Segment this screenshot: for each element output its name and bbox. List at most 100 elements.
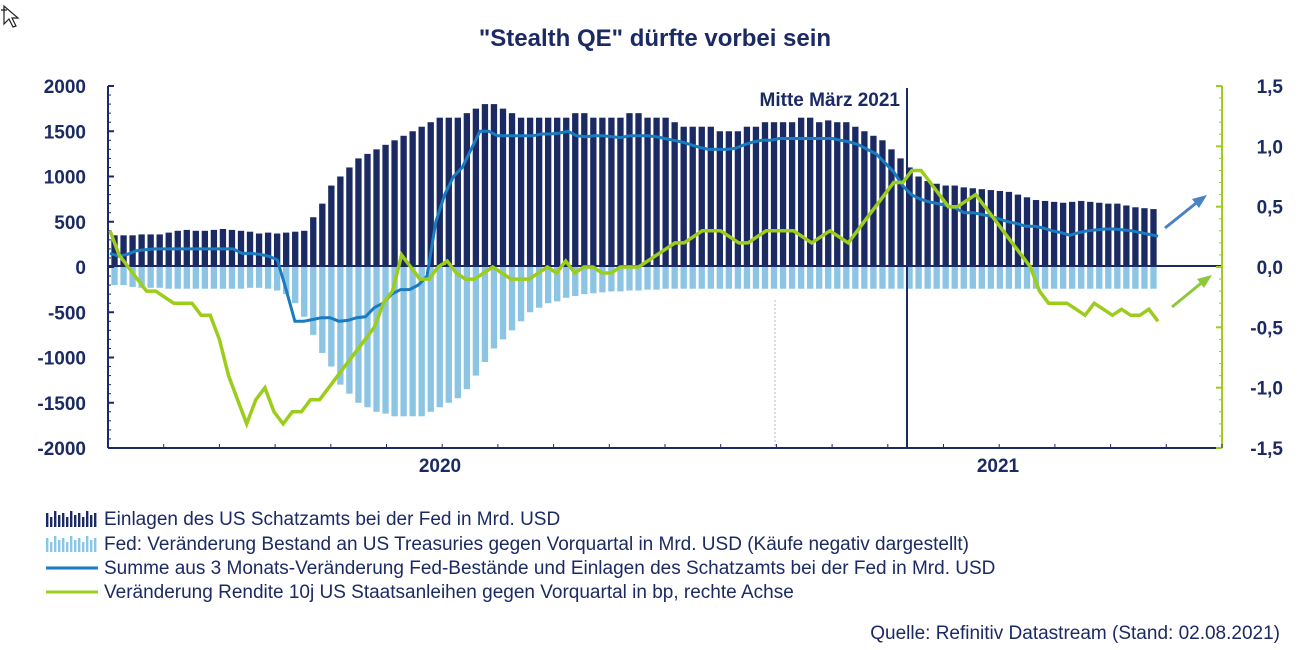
fed-change-bar xyxy=(508,267,516,331)
deposits-bar xyxy=(346,167,353,267)
deposits-bar xyxy=(788,122,796,267)
legend-icon-deposits-bars xyxy=(46,511,97,527)
fed-change-bar xyxy=(834,267,841,289)
fed-change-bar xyxy=(373,267,380,412)
deposits-bar xyxy=(644,117,651,268)
legend-bar-mark xyxy=(90,515,93,527)
deposits-bar xyxy=(725,131,733,267)
legend-bar-mark xyxy=(70,511,73,527)
deposits-bar xyxy=(337,176,344,267)
right-tick-label: 0,0 xyxy=(1257,258,1283,279)
mouse-cursor-icon xyxy=(1,4,20,28)
fed-change-bar xyxy=(436,267,443,408)
deposits-bar xyxy=(526,117,534,268)
left-tick-label: 0 xyxy=(75,258,86,279)
fed-change-bar xyxy=(545,267,552,304)
deposits-bar xyxy=(1132,207,1139,267)
deposits-bar xyxy=(743,126,751,267)
legend: Einlagen des US Schatzamts bei der Fed i… xyxy=(46,509,995,603)
deposits-bar xyxy=(382,144,389,267)
fed-change-bar xyxy=(825,267,832,289)
fed-change-bar xyxy=(382,267,389,414)
left-tick-label: -1500 xyxy=(37,394,86,415)
fed-change-bar xyxy=(897,267,904,289)
deposits-bar xyxy=(1059,202,1067,267)
fed-change-bar xyxy=(418,267,425,417)
deposits-bar xyxy=(517,117,525,268)
deposits-bar xyxy=(400,135,407,267)
deposits-bar xyxy=(897,158,904,267)
deposits-bar xyxy=(1105,203,1112,267)
deposits-bar xyxy=(825,120,832,267)
fed-change-bars xyxy=(111,267,1157,417)
deposits-bar xyxy=(1114,203,1121,267)
deposits-bar xyxy=(436,117,443,268)
right-tick-label: 1,5 xyxy=(1257,77,1284,98)
fed-change-bar xyxy=(409,267,416,417)
deposits-bar xyxy=(807,117,814,268)
fed-change-bar xyxy=(734,267,742,289)
deposits-bar xyxy=(310,217,317,267)
deposits-bar xyxy=(1050,201,1058,267)
fed-change-bar xyxy=(1141,267,1148,289)
fed-change-bar xyxy=(807,267,814,289)
fed-change-bar xyxy=(1014,267,1022,289)
fed-change-bar xyxy=(752,267,760,289)
x-tick-2021: 2021 xyxy=(977,456,1020,477)
deposits-bar xyxy=(671,122,678,267)
fed-change-bar xyxy=(635,267,642,291)
fed-change-bar xyxy=(454,267,461,399)
fed-change-bar xyxy=(797,267,805,289)
fed-change-bar xyxy=(201,267,209,289)
left-tick-label: 2000 xyxy=(44,77,86,98)
fed-change-bar xyxy=(761,267,769,289)
legend-bar-mark xyxy=(50,542,53,552)
deposits-bar xyxy=(355,158,362,267)
fed-change-bar xyxy=(861,267,868,289)
legend-bar-mark xyxy=(62,513,65,527)
deposits-bar xyxy=(364,153,371,268)
deposits-bar xyxy=(608,117,615,268)
fed-change-bar xyxy=(337,267,344,385)
fed-change-bar xyxy=(816,267,823,289)
deposits-bar xyxy=(255,233,263,267)
fed-change-bar xyxy=(165,267,172,289)
fed-change-bar xyxy=(996,267,1004,289)
fed-change-bar xyxy=(906,267,913,289)
left-tick-label: -2000 xyxy=(37,439,86,460)
legend-label-fed-change: Fed: Veränderung Bestand an US Treasurie… xyxy=(104,534,969,555)
deposits-bar xyxy=(1032,200,1040,267)
deposits-bar xyxy=(734,131,742,267)
legend-bar-mark xyxy=(90,540,93,552)
deposits-bar xyxy=(572,113,579,268)
fed-change-bar xyxy=(147,267,154,288)
deposits-bar xyxy=(156,234,163,267)
deposits-bar xyxy=(779,122,787,267)
fed-change-bar xyxy=(852,267,859,289)
fed-change-bar xyxy=(581,267,588,295)
fed-change-bar xyxy=(698,267,705,289)
deposits-bar xyxy=(653,117,660,268)
deposits-bar xyxy=(752,126,760,267)
fed-change-bar xyxy=(1123,267,1130,289)
fed-change-bar xyxy=(535,267,543,308)
fed-change-bar xyxy=(319,267,326,353)
fed-change-bar xyxy=(264,267,272,289)
deposits-bar xyxy=(933,183,940,267)
legend-bar-mark xyxy=(54,536,57,552)
deposits-bar xyxy=(951,185,958,267)
deposits-bar xyxy=(499,108,507,268)
fed-change-bar xyxy=(183,267,190,289)
legend-bar-mark xyxy=(58,540,61,552)
deposits-bar xyxy=(987,190,995,267)
fed-change-bar xyxy=(671,267,678,289)
fed-change-bar xyxy=(1132,267,1139,289)
deposits-bar xyxy=(264,232,272,267)
fed-change-bar xyxy=(554,267,561,302)
deposits-bar xyxy=(969,188,976,267)
fed-change-bar xyxy=(617,267,624,292)
fed-change-bar xyxy=(743,267,751,289)
deposits-bar xyxy=(761,122,769,267)
fed-change-bar xyxy=(346,267,353,394)
deposits-bar xyxy=(1141,208,1148,267)
